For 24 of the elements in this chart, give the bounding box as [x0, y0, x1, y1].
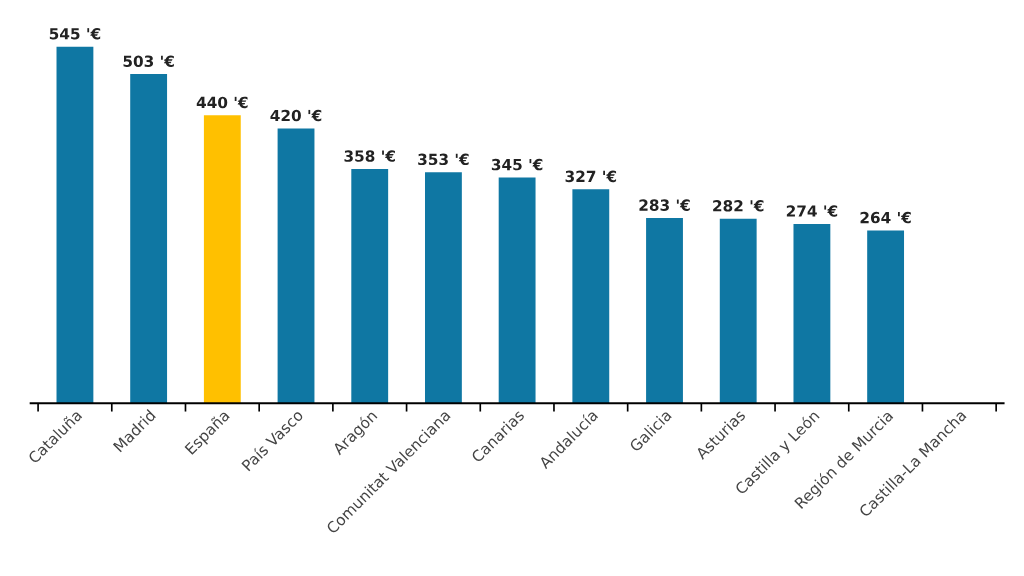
data-label: 274 '€	[786, 205, 838, 217]
bar	[130, 74, 168, 404]
bar	[203, 115, 241, 404]
bar	[646, 218, 683, 404]
data-label: 545 '€	[49, 27, 101, 40]
data-label: 358 '€	[344, 150, 395, 162]
bar	[793, 223, 831, 404]
data-label: 353 '€	[418, 153, 469, 166]
bar	[56, 46, 94, 404]
bar	[498, 177, 536, 404]
bar	[351, 168, 389, 404]
bar	[277, 128, 315, 404]
data-label: 282 '€	[713, 200, 764, 212]
data-label: 327 '€	[565, 170, 617, 183]
bar	[572, 189, 610, 404]
data-label: 503 '€	[123, 55, 174, 67]
data-label: 283 '€	[639, 199, 690, 211]
bar	[719, 218, 757, 404]
data-label: 345 '€	[491, 158, 543, 171]
bar	[425, 172, 462, 404]
bar	[867, 230, 905, 404]
data-label: 440 '€	[196, 96, 248, 109]
data-label: 264 '€	[860, 211, 911, 224]
data-label: 420 '€	[270, 109, 322, 122]
